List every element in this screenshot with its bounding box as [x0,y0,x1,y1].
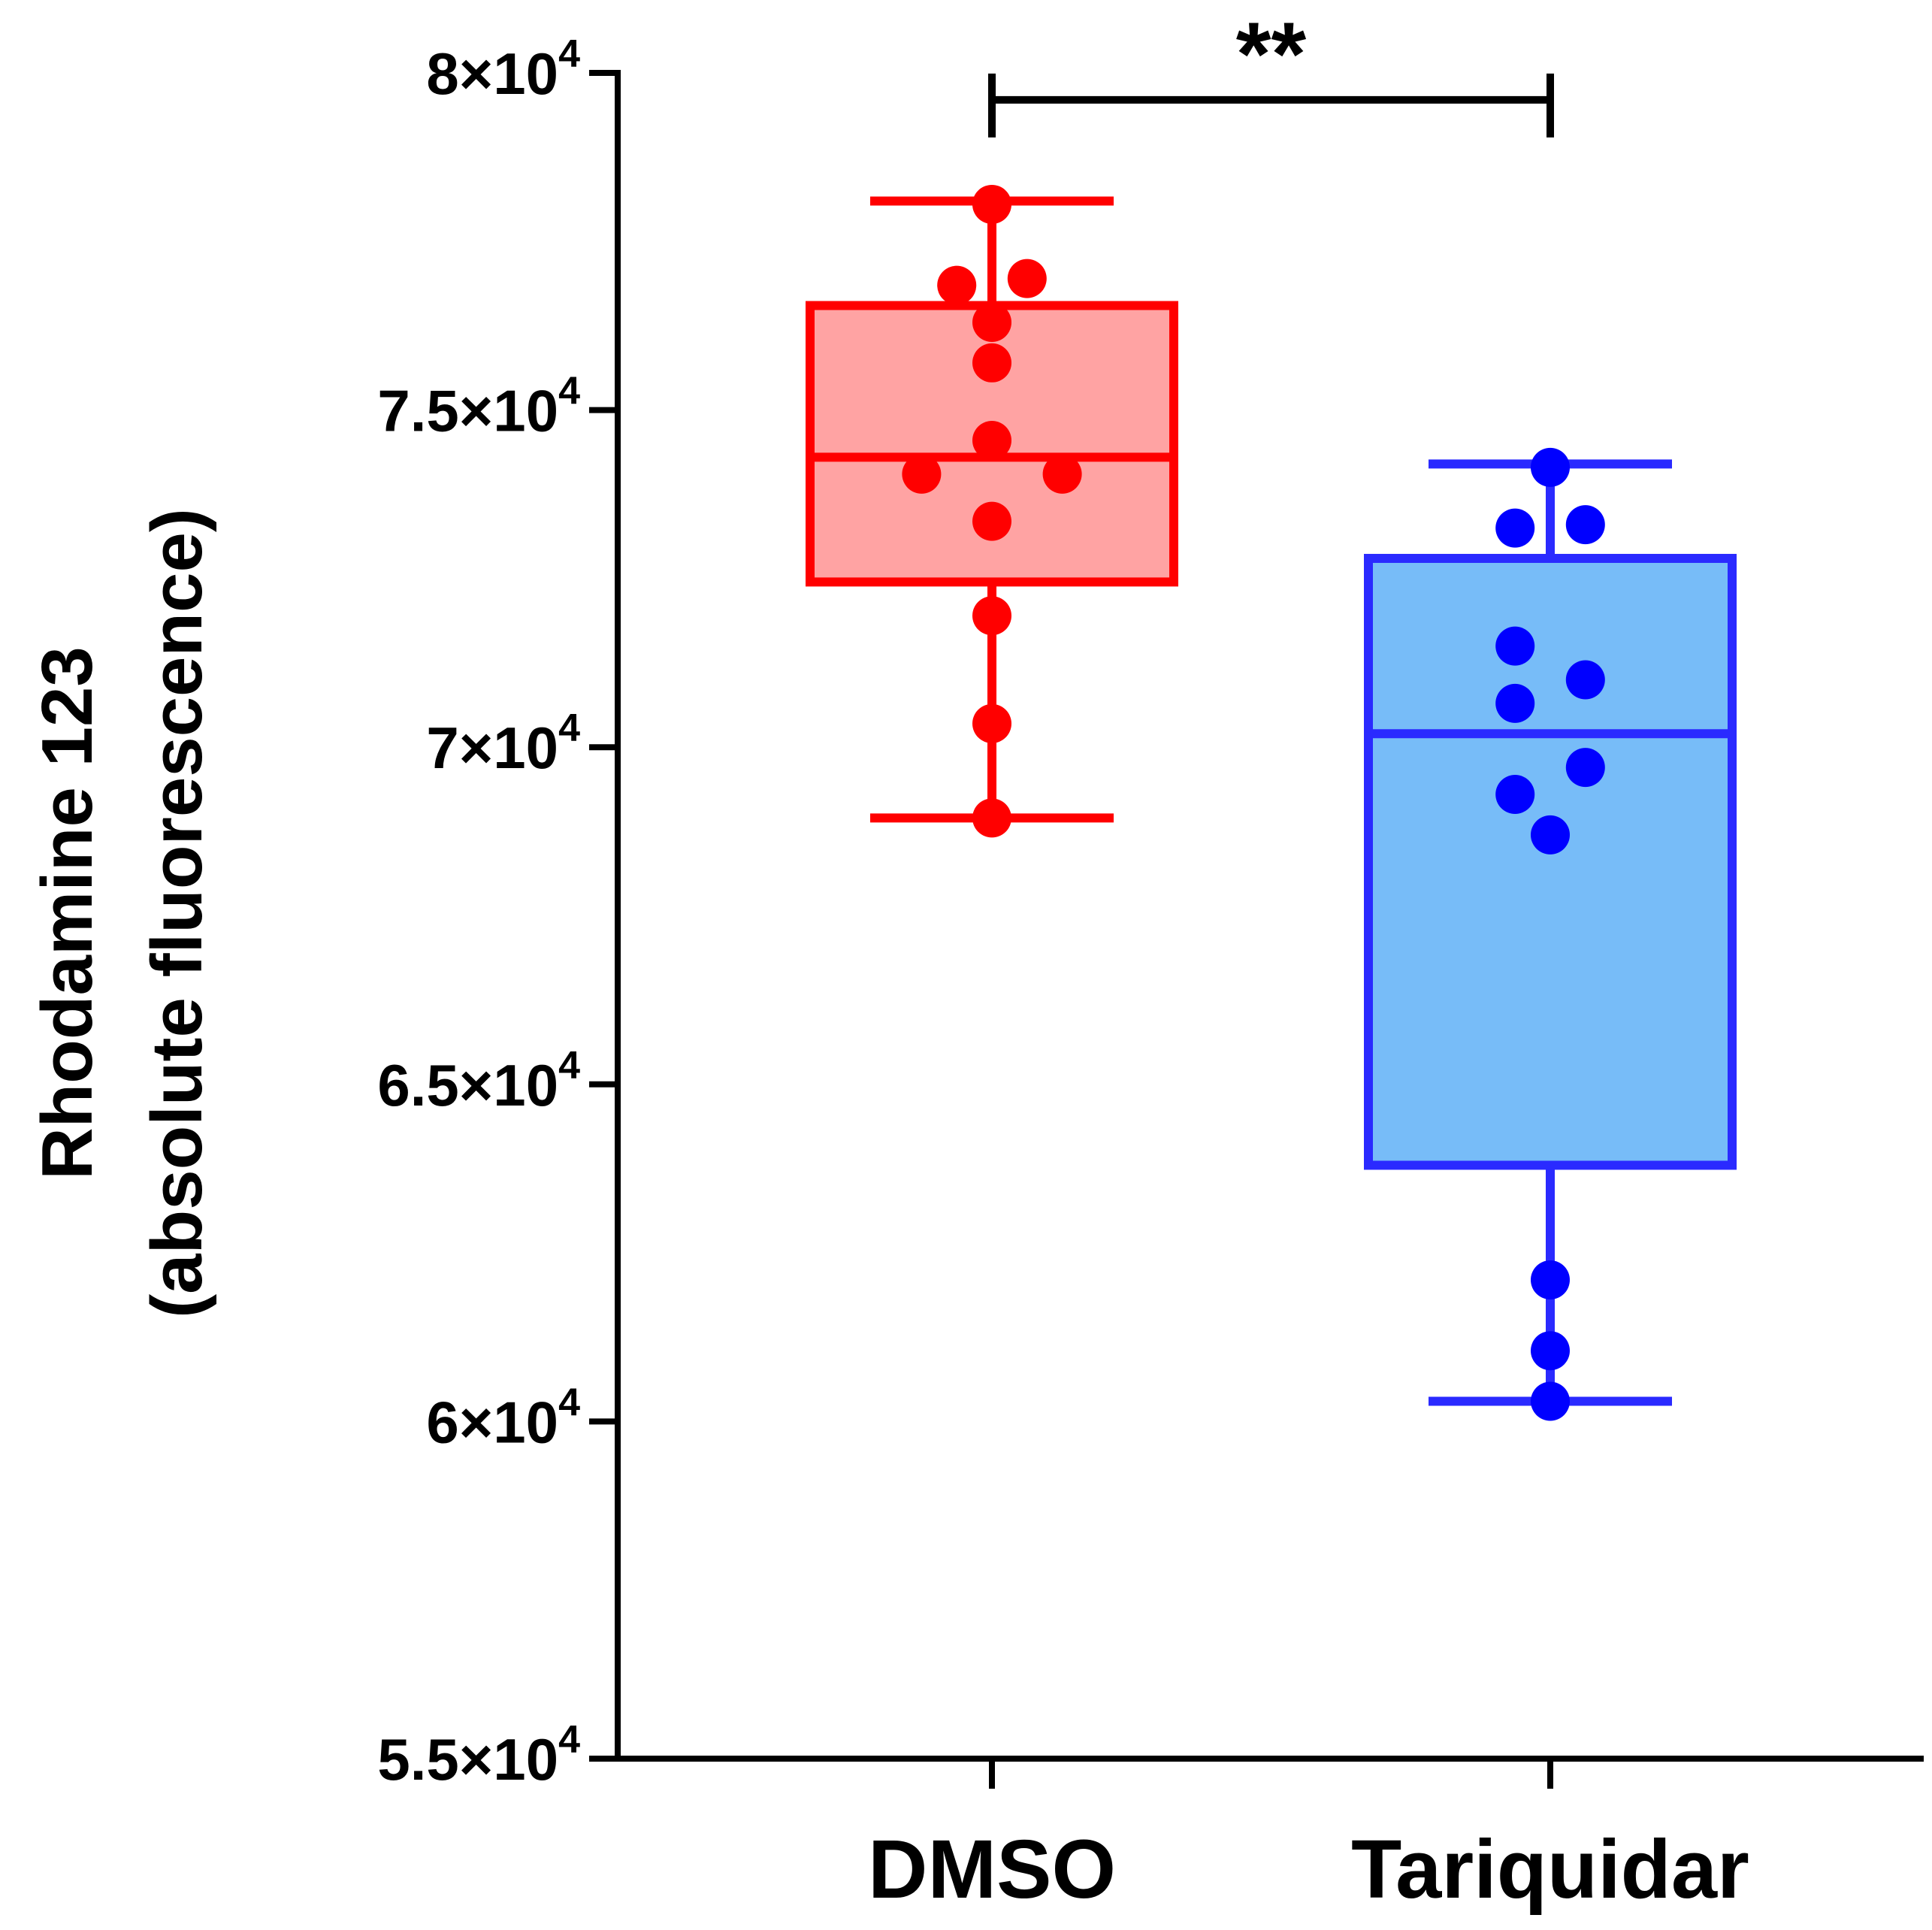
y-axis-label-line-1: Rhodamine 123 [27,646,107,1180]
x-category-label: DMSO [868,1823,1116,1916]
y-tick-mantissa: 6×10 [426,1389,558,1455]
data-point [937,265,977,305]
data-point [902,454,942,494]
iqr-box [1364,553,1737,1170]
y-tick-label: 5.5×104 [377,1718,580,1792]
box-group-tariquidar [1364,447,1737,1421]
data-point [972,703,1011,743]
y-tick-mantissa: 7.5×10 [377,378,558,444]
box-groups [806,184,1737,1421]
data-point [1495,626,1535,666]
y-tick-label: 6.5×104 [377,1044,580,1118]
data-point [972,501,1011,541]
y-tick-mantissa: 7×10 [426,715,558,781]
data-point [1565,660,1605,700]
data-point [972,343,1011,383]
y-tick-exponent: 4 [558,1381,580,1424]
y-tick-label: 8×104 [426,32,580,107]
data-point [1531,447,1570,487]
data-point [972,420,1011,460]
data-point [1565,505,1605,545]
data-point [1495,508,1535,548]
data-point [1042,454,1082,494]
y-tick-exponent: 4 [558,706,580,750]
significance-label: ** [1236,4,1307,104]
data-point [1007,259,1047,298]
data-point [972,596,1011,636]
data-point [1495,775,1535,815]
y-tick-mantissa: 8×10 [426,41,558,107]
significance-bracket: ** [988,4,1554,138]
y-tick-mantissa: 6.5×10 [377,1052,558,1118]
y-axis-label: Rhodamine 123 (absolute fluorescence) [27,508,217,1318]
data-point [1531,1381,1570,1421]
y-tick-label: 6×104 [426,1381,580,1455]
y-tick-label: 7.5×104 [377,370,580,444]
y-tick-label: 7×104 [426,706,580,781]
data-point [1531,815,1570,855]
data-point [1495,683,1535,723]
y-tick-exponent: 4 [558,32,580,76]
data-point [972,184,1011,224]
axes [615,70,1924,1762]
x-category-label: Tariquidar [1351,1823,1749,1916]
y-axis-label-line-2: (absolute fluorescence) [137,508,217,1318]
y-tick-exponent: 4 [558,1718,580,1762]
x-axis-categories: DMSO Tariquidar [868,1759,1749,1916]
data-point [1531,1331,1570,1371]
y-tick-exponent: 4 [558,370,580,413]
data-point [972,302,1011,342]
data-point [972,798,1011,838]
y-tick-exponent: 4 [558,1044,580,1088]
data-point [1531,1260,1570,1299]
y-tick-mantissa: 5.5×10 [377,1726,558,1792]
data-point [1565,748,1605,788]
box-group-dmso [806,184,1178,838]
